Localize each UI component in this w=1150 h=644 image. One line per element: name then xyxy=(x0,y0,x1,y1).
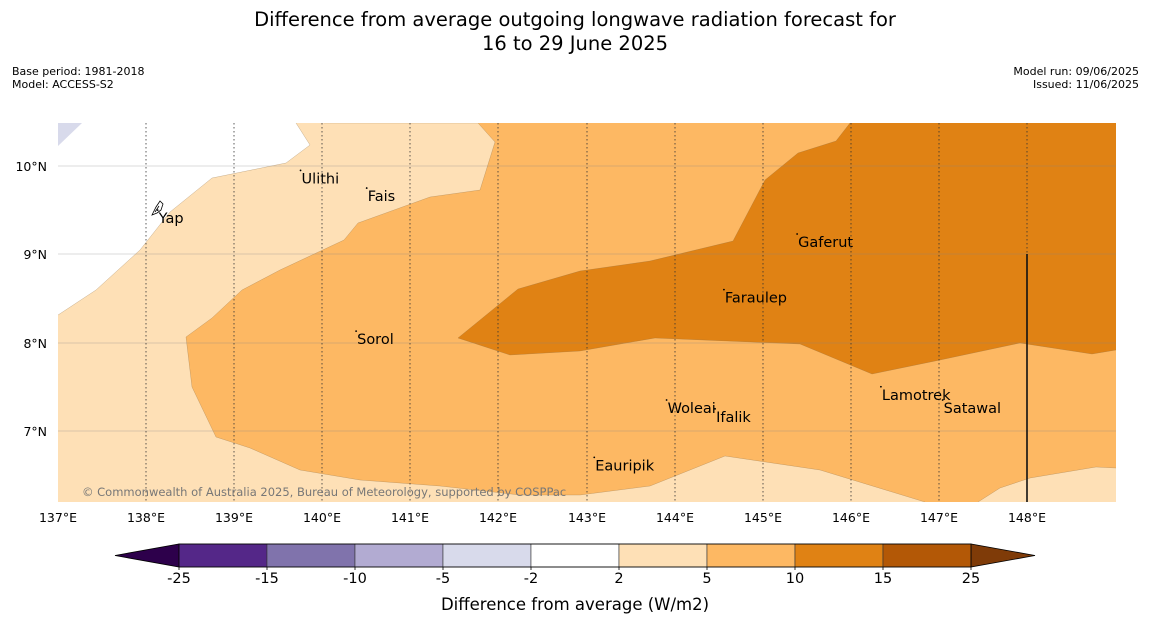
colorbar: -25 -15 -10 -5 -2 2 5 10 15 25 xyxy=(114,543,1036,587)
place-label: Eauripik xyxy=(595,458,654,474)
colorbar-segment xyxy=(178,543,268,568)
place-label: Ulithi xyxy=(302,171,340,187)
lon-label-139e: 139°E xyxy=(215,510,253,525)
colorbar-tick-label: 10 xyxy=(786,571,804,587)
lon-label-137e: 137°E xyxy=(39,510,77,525)
lon-label-148e: 148°E xyxy=(1008,510,1046,525)
colorbar-tick-label: -10 xyxy=(343,571,367,587)
lon-label-144e: 144°E xyxy=(656,510,694,525)
contour-dark-orange xyxy=(458,123,1116,374)
place-label: Sorol xyxy=(357,332,394,348)
lat-label-8n: 8°N xyxy=(23,336,47,351)
place-satawal: Satawal xyxy=(941,399,1001,417)
lon-label-145e: 145°E xyxy=(744,510,782,525)
place-label: Woleai xyxy=(668,401,716,417)
place-lamotrek: Lamotrek xyxy=(880,385,951,404)
colorbar-tick-label: 2 xyxy=(614,571,623,587)
map-title-line2: 16 to 29 June 2025 xyxy=(481,32,669,55)
lat-label-7n: 7°N xyxy=(23,424,47,439)
lat-axis: 10°N 9°N 8°N 7°N xyxy=(15,159,47,439)
colorbar-segment xyxy=(442,543,532,568)
colorbar-tick-label: -15 xyxy=(255,571,279,587)
map-title: Difference from average outgoing longwav… xyxy=(0,8,1150,56)
place-label: Ifalik xyxy=(716,410,751,426)
colorbar-segment xyxy=(266,543,356,568)
island-marker xyxy=(665,399,668,401)
place-label: Faraulep xyxy=(725,291,787,307)
lon-label-146e: 146°E xyxy=(832,510,870,525)
colorbar-segment xyxy=(354,543,444,568)
lon-label-140e: 140°E xyxy=(303,510,341,525)
colorbar-tick-label: -2 xyxy=(524,571,538,587)
colorbar-under-arrow xyxy=(114,543,180,568)
copyright-notice: © Commonwealth of Australia 2025, Bureau… xyxy=(82,485,566,499)
island-marker xyxy=(723,288,725,291)
place-woleai: Woleai xyxy=(665,399,716,417)
meta-left: Base period: 1981-2018 Model: ACCESS-S2 xyxy=(12,65,144,91)
place-label: Gaferut xyxy=(798,235,853,251)
lon-label-142e: 142°E xyxy=(479,510,517,525)
lat-label-9n: 9°N xyxy=(23,247,47,262)
island-marker xyxy=(941,399,944,401)
colorbar-segment xyxy=(706,543,796,568)
place-ulithi: Ulithi xyxy=(299,169,340,187)
colorbar-tick-label: 25 xyxy=(962,571,980,587)
colorbar-segment xyxy=(794,543,884,568)
island-marker xyxy=(796,233,799,235)
meta-right: Model run: 09/06/2025 Issued: 11/06/2025 xyxy=(1013,65,1139,91)
base-period: Base period: 1981-2018 xyxy=(12,65,145,78)
place-eauripik: Eauripik xyxy=(593,456,655,474)
island-marker xyxy=(355,330,358,333)
place-fais: Fais xyxy=(365,187,395,205)
colorbar-title: Difference from average (W/m2) xyxy=(441,595,709,614)
lon-axis: 137°E 138°E 139°E 140°E 141°E 142°E 143°… xyxy=(39,510,1046,525)
place-gaferut: Gaferut xyxy=(796,233,853,251)
place-label: Satawal xyxy=(944,401,1001,417)
colorbar-tick-label: -25 xyxy=(167,571,191,587)
island-marker xyxy=(714,407,716,410)
lon-label-143e: 143°E xyxy=(568,510,606,525)
map-title-line1: Difference from average outgoing longwav… xyxy=(254,8,896,31)
island-marker xyxy=(880,385,882,388)
island-marker xyxy=(156,209,159,212)
model-name: Model: ACCESS-S2 xyxy=(12,78,114,91)
colorbar-over-arrow xyxy=(970,543,1036,568)
place-sorol: Sorol xyxy=(355,330,394,348)
lon-label-138e: 138°E xyxy=(127,510,165,525)
place-label: Yap xyxy=(158,211,184,227)
colorbar-tick-label: 15 xyxy=(874,571,892,587)
place-faraulep: Faraulep xyxy=(723,288,787,307)
lon-label-141e: 141°E xyxy=(391,510,429,525)
issued-date: Issued: 11/06/2025 xyxy=(1032,78,1139,91)
island-marker xyxy=(299,169,302,172)
place-label: Fais xyxy=(368,189,395,205)
colorbar-segment xyxy=(530,543,620,568)
island-marker xyxy=(365,187,368,189)
place-ifalik: Ifalik xyxy=(714,407,751,426)
colorbar-frame xyxy=(178,543,972,568)
lat-label-10n: 10°N xyxy=(15,159,47,174)
map-panel: Ulithi Fais Yap Gaferut Faraulep Sorol WoleaiI… xyxy=(58,123,1116,502)
yap-island-outline xyxy=(151,200,164,216)
lon-label-147e: 147°E xyxy=(920,510,958,525)
colorbar-tick-label: -5 xyxy=(436,571,450,587)
place-yap: Yap xyxy=(156,209,184,227)
contour-lines xyxy=(58,123,1116,502)
contour-light-purple xyxy=(58,123,82,146)
place-labels: Ulithi Fais Yap Gaferut Faraulep Sorol WoleaiI… xyxy=(156,169,1001,474)
model-run: Model run: 09/06/2025 xyxy=(1013,65,1139,78)
place-label: Lamotrek xyxy=(882,388,951,404)
island-marker xyxy=(593,456,596,459)
colorbar-tick-label: 5 xyxy=(702,571,711,587)
colorbar-segment xyxy=(882,543,972,568)
colorbar-segment xyxy=(618,543,708,568)
